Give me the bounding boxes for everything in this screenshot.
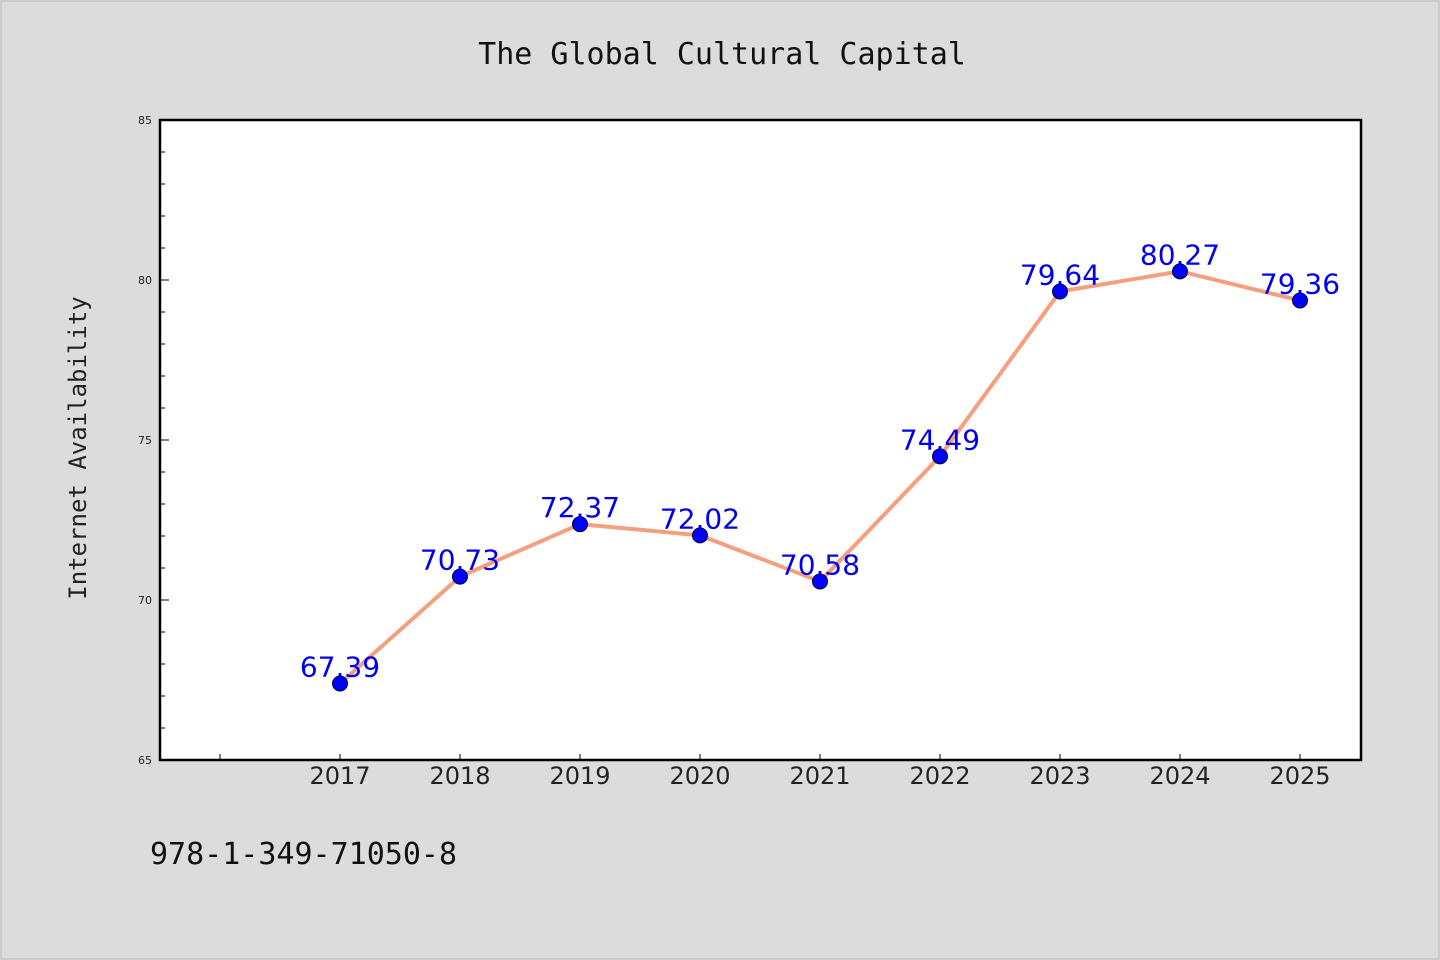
data-point	[932, 448, 948, 465]
data-point	[332, 675, 348, 692]
data-point	[692, 527, 708, 544]
data-label: 70.73	[420, 544, 500, 577]
series-group: 67.39 70.73 72.37 72.02 70.58 74.49 79.64 80.27…	[300, 238, 1340, 692]
data-label: 72.37	[540, 491, 620, 524]
data-label: 67.39	[300, 651, 380, 684]
data-point	[572, 516, 588, 533]
data-label: 79.64	[1020, 259, 1100, 292]
isbn-footer: 978-1-349-71050-8	[150, 837, 457, 872]
x-tick-label: 2018	[429, 762, 490, 790]
data-point	[1172, 263, 1188, 280]
y-axis-ticks: 65 70 75 80 85	[138, 114, 169, 767]
data-label: 79.36	[1260, 267, 1340, 300]
y-tick-label: 80	[138, 274, 152, 287]
data-point	[1292, 292, 1308, 309]
plot-area	[158, 118, 1363, 762]
y-tick-label: 70	[138, 594, 152, 607]
x-tick-label: 2020	[669, 762, 730, 790]
data-point	[1052, 283, 1068, 300]
data-point	[452, 568, 468, 585]
x-tick-label: 2021	[789, 762, 850, 790]
y-tick-label: 65	[138, 754, 152, 767]
chart-title: The Global Cultural Capital	[478, 37, 966, 72]
x-tick-label: 2022	[909, 762, 970, 790]
x-tick-label: 2025	[1269, 762, 1330, 790]
y-axis-label: Internet Availability	[64, 296, 92, 599]
x-axis-ticks: 2017 2018 2019 2020 2021 2022 2023 2024 2025	[219, 754, 1331, 790]
y-tick-label: 85	[138, 114, 152, 127]
y-tick-label: 75	[138, 434, 152, 447]
x-tick-label: 2017	[309, 762, 370, 790]
data-point	[812, 573, 828, 590]
x-tick-label: 2019	[549, 762, 610, 790]
data-label: 74.49	[900, 423, 980, 456]
data-label: 70.58	[780, 548, 860, 581]
data-label: 80.27	[1140, 238, 1220, 271]
x-tick-label: 2023	[1029, 762, 1090, 790]
data-label: 72.02	[660, 502, 740, 535]
x-tick-label: 2024	[1149, 762, 1210, 790]
